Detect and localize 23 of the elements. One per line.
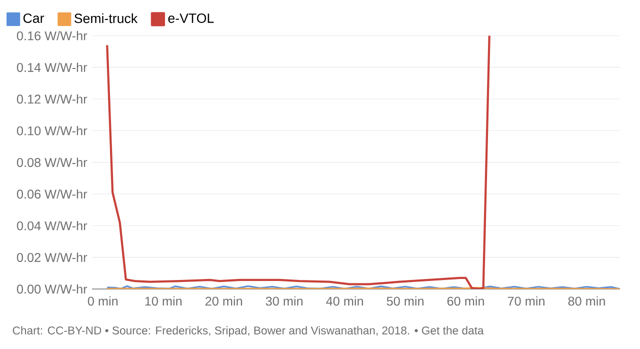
x-tick-label: 30 min <box>266 296 303 306</box>
y-tick-label: 0.08 W/W-hr <box>16 158 88 167</box>
y-tick-label: 0.02 W/W-hr <box>16 252 88 262</box>
x-tick-label: 40 min <box>326 296 363 306</box>
y-tick-label: 0.10 W/W-hr <box>16 126 88 136</box>
line-series <box>106 36 490 289</box>
x-tick-label: 80 min <box>568 296 605 306</box>
x-tick-label: 10 min <box>145 296 182 306</box>
y-tick-label: 0.14 W/W-hr <box>16 62 88 72</box>
x-tick-label: 0 min <box>88 296 118 306</box>
x-tick-label: 60 min <box>447 296 484 306</box>
legend-label: e-VTOL <box>168 14 214 23</box>
legend-label: Semi-truck <box>74 13 138 24</box>
x-tick-label: 70 min <box>508 296 544 306</box>
text: Chart: CC-BY-ND • Source: Fredericks, Sripad, Bower and Viswanathan, 2018. • Get the data <box>12 326 484 337</box>
y-tick-label: 0.06 W/W-hr <box>16 189 88 199</box>
legend-label: Car <box>23 14 44 23</box>
y-tick-label: 0.12 W/W-hr <box>16 94 88 104</box>
y-tick-label: 0.16 W/W-hr <box>16 31 88 40</box>
x-tick-label: 50 min <box>386 296 424 306</box>
x-tick-label: 20 min <box>205 296 242 306</box>
y-tick-label: 0.04 W/W-hr <box>16 221 88 230</box>
y-tick-label: 0.00 W/W-hr <box>16 284 88 294</box>
